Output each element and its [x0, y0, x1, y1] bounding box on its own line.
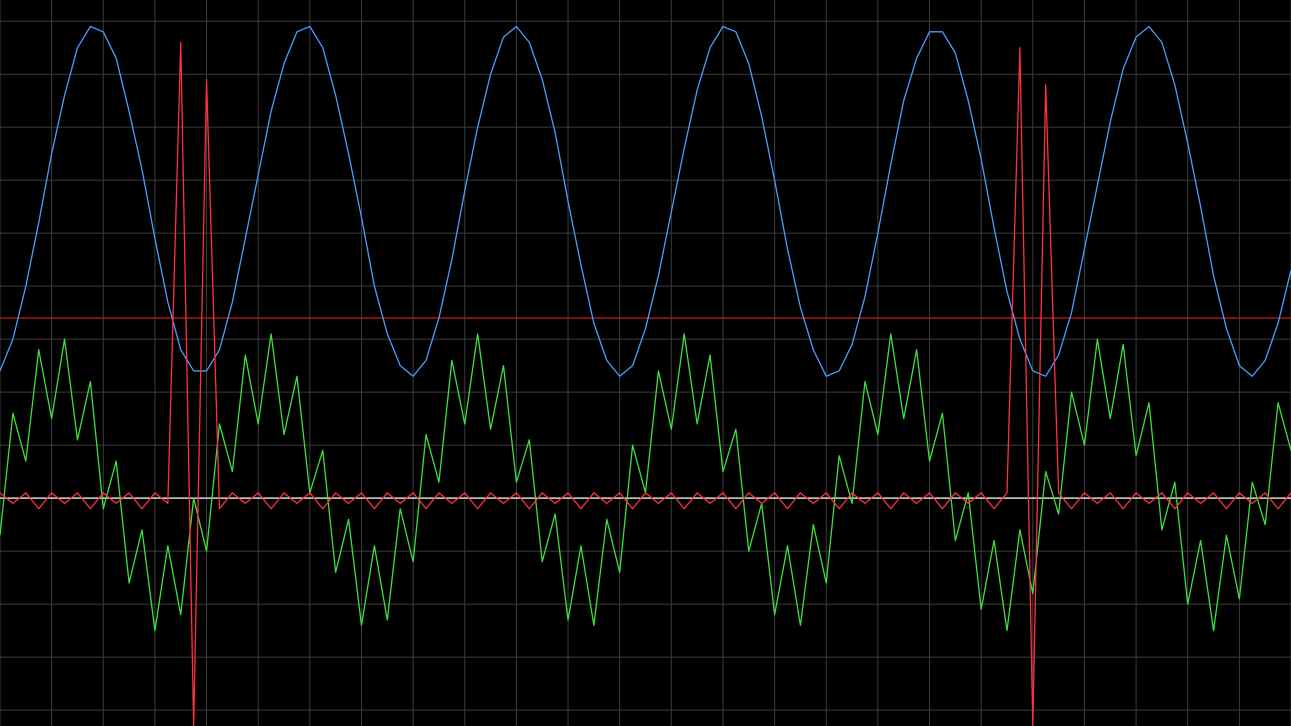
trace — [0, 41, 1291, 726]
